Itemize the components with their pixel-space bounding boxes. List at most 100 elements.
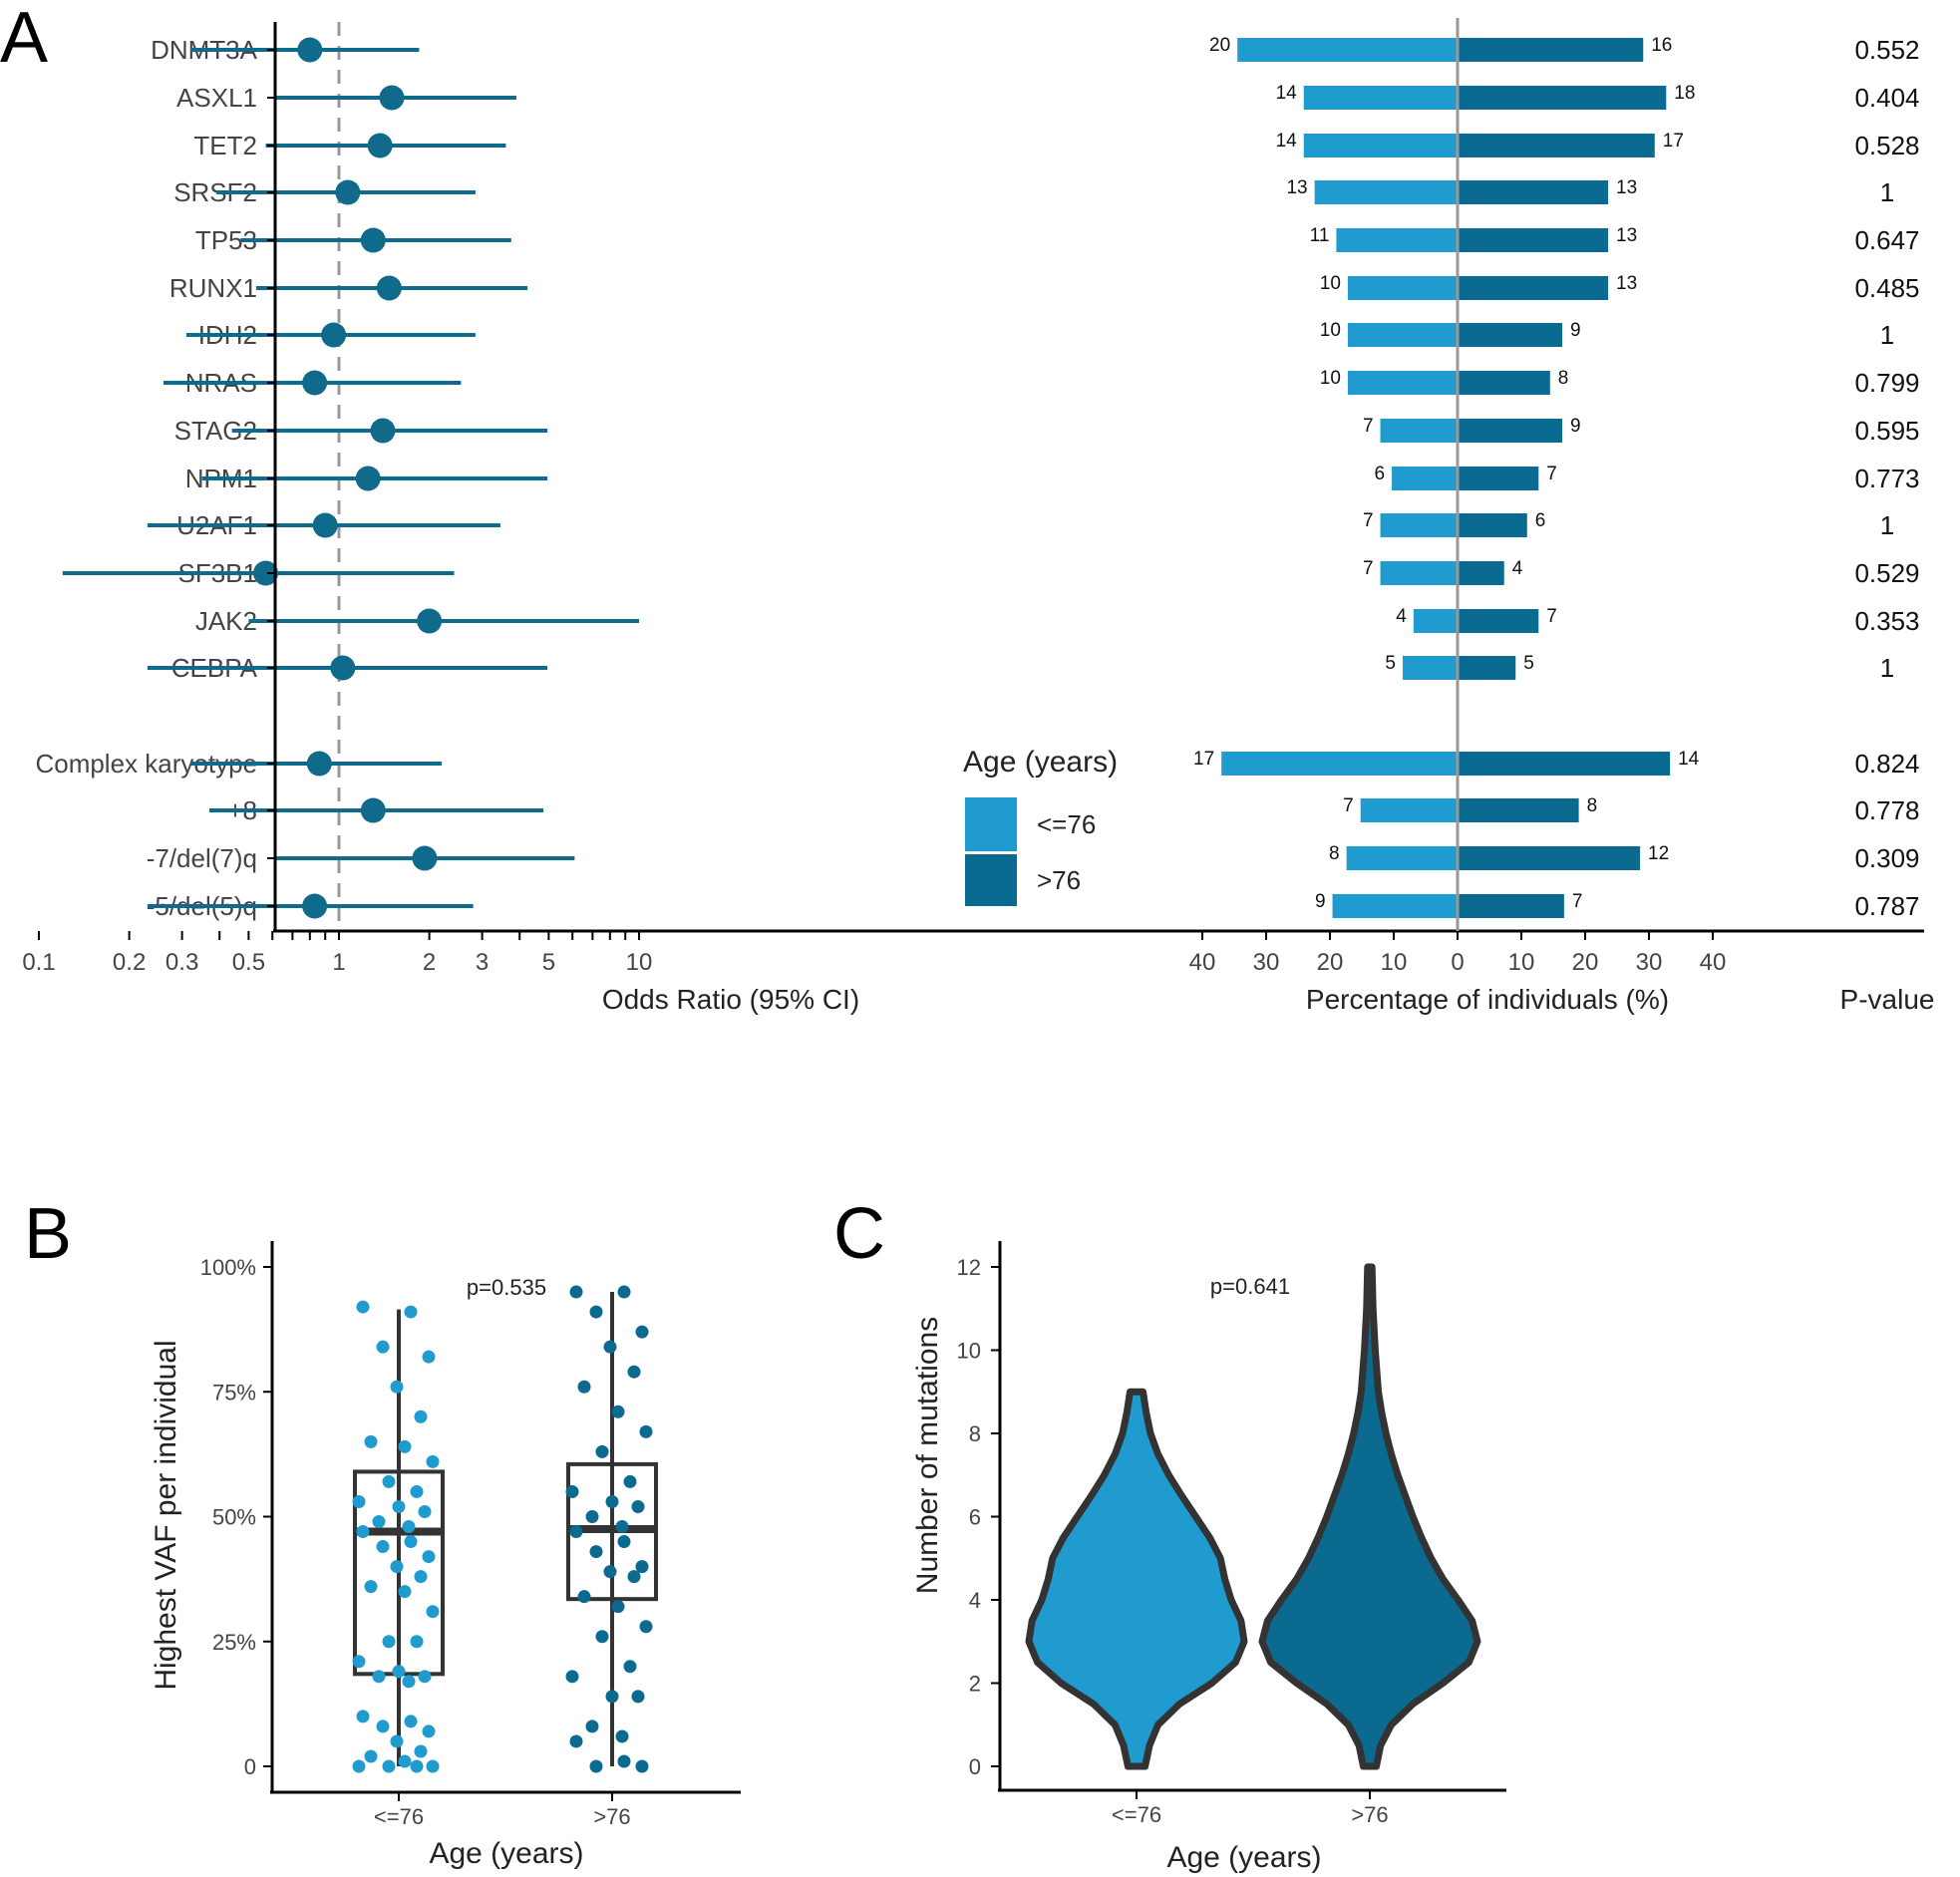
boxplot-point [635,1759,649,1773]
forest-point [360,227,386,253]
boxplot-point [392,1665,406,1679]
forest-row-labels: DNMT3AASXL1TET2SRSF2TP53RUNX1IDH2NRASSTA… [35,35,257,921]
bar-old [1458,323,1562,347]
panel-letter-a: A [0,0,48,78]
panel-c: 0 2 4 6 8 10 12 <=76 >76 p=0.641 Age (years) Num… [911,1241,1506,1874]
bar-old-count: 8 [1558,368,1569,389]
forest-x-tick-label: 2 [423,949,436,976]
bar-old [1458,419,1562,443]
violin-y-tick-label: 0 [969,1754,981,1779]
bar-young [1332,894,1458,918]
boxplot-point [595,1444,609,1458]
boxplot-ylabel: Highest VAF per individual [150,1340,182,1690]
violin-y-tick-label: 6 [969,1505,981,1530]
boxplot-point [418,1504,432,1518]
bar-young [1380,513,1458,537]
boxplot-point [364,1749,378,1763]
p-value: 1 [1880,510,1894,540]
boxplot-point [631,1690,645,1704]
bar-young-count: 8 [1329,843,1340,864]
boxplot-point [615,1520,629,1534]
forest-marks [62,22,639,931]
boxplot-point [617,1754,631,1768]
boxplot-point [414,1744,428,1758]
boxplot-point [402,1520,416,1534]
bar-old [1458,798,1579,822]
boxplot-axes: 0 25% 50% 75% 100% <=76 >76 [200,1241,741,1829]
bar-old-count: 8 [1587,795,1598,816]
violin-x-tick-label: >76 [1351,1802,1388,1827]
boxplot-point [611,1405,625,1418]
forest-row-label: JAK2 [195,606,257,636]
boxplot-point [352,1655,366,1669]
boxplot-y-tick-label: 100% [200,1255,256,1280]
boxplot-y-tick-label: 75% [212,1380,256,1405]
bar-young-count: 10 [1320,273,1341,294]
forest-x-tick-label: 1 [332,949,345,976]
boxplot-xlabel: Age (years) [429,1837,583,1870]
p-value: 0.647 [1854,225,1919,255]
p-value: 0.528 [1854,131,1919,160]
boxplot-point [615,1729,629,1743]
butterfly-x-tick-label: 10 [1381,949,1408,976]
boxplot-point [639,1620,653,1634]
boxplot-point [422,1550,436,1564]
boxplot-point [611,1600,625,1614]
p-value: 0.824 [1854,749,1919,779]
forest-point [376,275,402,301]
legend-label-young: <=76 [1037,809,1096,839]
bar-young [1303,134,1458,157]
bar-young-count: 7 [1363,416,1374,437]
bar-old [1458,276,1609,300]
bar-young-count: 4 [1396,606,1407,627]
bar-old-count: 7 [1546,464,1557,484]
forest-point [321,322,347,348]
butterfly-x-tick-label: 0 [1451,949,1464,976]
bar-young-count: 10 [1320,368,1341,389]
legend-title: Age (years) [963,746,1118,779]
boxplot-point [382,1635,396,1649]
p-value: 0.485 [1854,273,1919,303]
boxplot-point [414,1570,428,1584]
violin-y-tick-label: 8 [969,1421,981,1446]
boxplot-point [585,1510,599,1523]
violin-y-tick-label: 2 [969,1672,981,1697]
boxplot-point [605,1690,619,1704]
bar-old-count: 13 [1616,273,1637,294]
forest-xlabel: Odds Ratio (95% CI) [602,984,859,1015]
bar-old [1458,467,1539,490]
bar-young-count: 9 [1315,891,1326,912]
bar-young-count: 5 [1385,653,1396,674]
boxplot-point [631,1499,645,1513]
bar-old-count: 7 [1546,606,1557,627]
bar-young-count: 10 [1320,320,1341,341]
boxplot-point [392,1499,406,1513]
forest-point [330,655,356,681]
boxplot-point [605,1494,619,1508]
p-value: 1 [1880,177,1894,207]
boxplot-point [418,1670,432,1684]
violin-xlabel: Age (years) [1166,1841,1321,1874]
boxplot-point [398,1439,412,1453]
boxplot-point [356,1300,370,1314]
bar-young-count: 17 [1193,749,1214,770]
boxplot-point [404,1715,418,1728]
bar-old [1458,38,1644,62]
forest-point [312,512,338,538]
bar-young-count: 13 [1286,177,1307,198]
bar-young-count: 7 [1363,558,1374,579]
boxplot-point [376,1340,390,1354]
bar-young [1347,371,1458,395]
forest-x-tick-label: 0.2 [113,949,146,976]
p-value: 0.778 [1854,795,1919,825]
boxplot-point [404,1305,418,1319]
p-value: 0.529 [1854,558,1919,588]
butterfly-x-tick-label: 20 [1572,949,1599,976]
boxplot-point [364,1434,378,1448]
butterfly-bars: 20 16 14 18 14 17 13 13 11 13 10 13 10 9 10 8 7 9 6 7 7 6 7 4 4 7… [1193,18,1700,931]
bar-young-count: 7 [1343,795,1354,816]
bar-young-count: 6 [1375,464,1386,484]
boxplot-point [426,1759,440,1773]
violin-shape [1025,1388,1248,1770]
